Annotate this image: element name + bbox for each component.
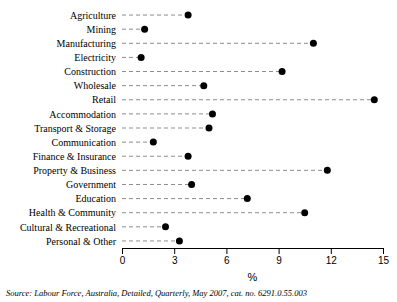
y-tick: Health & Community [29,207,116,218]
y-tick: Education [75,193,116,204]
y-axis: Agriculture Mining Manufacturing Electricit… [20,10,117,247]
dot [301,209,308,216]
category-label: Transport & Storage [34,123,116,134]
stem [122,198,247,199]
dot [138,54,145,61]
y-tick: Electricity [74,52,116,63]
stem [122,85,204,86]
stem [122,99,374,100]
x-tick-mark [122,248,123,254]
x-tick: 9 [276,248,282,266]
x-tick-mark [279,248,280,254]
dot [150,139,157,146]
category-label: Retail [92,94,116,105]
x-tick-label: 6 [224,255,230,266]
x-tick-label: 0 [120,255,126,266]
category-label: Construction [64,66,116,77]
dot [371,96,378,103]
x-tick: 0 [120,248,126,266]
dot [141,26,148,33]
category-label: Property & Business [33,165,116,176]
x-tick-label: 3 [172,255,178,266]
category-label: Personal & Other [46,236,117,247]
dot [244,195,251,202]
y-tick: Agriculture [70,10,117,21]
x-tick-label: 15 [378,255,390,266]
y-tick: Personal & Other [46,236,117,247]
category-label: Cultural & Recreational [20,222,116,233]
stem [122,212,305,213]
category-label: Wholesale [74,80,117,91]
marks [122,12,378,245]
stem [122,184,192,185]
x-tick-mark [383,248,384,254]
stem [122,113,212,114]
dot [279,68,286,75]
category-label: Communication [52,137,116,148]
x-axis: 0 3 6 9 12 15 [120,248,390,266]
dot [162,223,169,230]
category-label: Health & Community [29,207,116,218]
dot [310,40,317,47]
x-tick: 12 [326,248,338,266]
stem [122,226,166,227]
y-tick: Finance & Insurance [33,151,117,162]
stem [122,15,188,16]
category-label: Mining [87,24,116,35]
x-tick: 15 [378,248,390,266]
x-tick-mark [174,248,175,254]
stem [122,142,153,143]
plot: 0 3 6 9 12 15 Agriculture Mining Manufacturing El… [20,10,390,266]
x-tick-mark [226,248,227,254]
y-tick: Construction [64,66,116,77]
dot [209,110,216,117]
dot [324,167,331,174]
y-tick: Property & Business [33,165,116,176]
x-tick-label: 12 [326,255,338,266]
x-tick-label: 9 [276,255,282,266]
category-label: Agriculture [70,10,117,21]
y-tick: Communication [52,137,116,148]
y-tick: Wholesale [74,80,117,91]
category-label: Accommodation [49,109,116,120]
y-tick: Manufacturing [57,38,116,49]
category-label: Electricity [74,52,116,63]
stem [122,71,282,72]
x-tick-mark [331,248,332,254]
category-label: Education [75,193,116,204]
category-label: Finance & Insurance [33,151,117,162]
y-tick: Retail [92,94,116,105]
stem [122,43,313,44]
stem [122,240,179,241]
category-label: Government [66,179,116,190]
y-tick: Government [66,179,116,190]
category-label: Manufacturing [57,38,116,49]
x-axis-title: % [248,271,258,283]
dot [188,181,195,188]
y-tick: Mining [87,24,116,35]
dot [206,125,213,132]
dot [185,153,192,160]
y-tick: Transport & Storage [34,123,116,134]
x-tick: 3 [172,248,178,266]
dot [185,12,192,19]
x-tick: 6 [224,248,230,266]
stem [122,128,209,129]
chart: 0 3 6 9 12 15 Agriculture Mining Manufacturing El… [0,0,397,302]
y-tick: Accommodation [49,109,116,120]
x-axis-line [123,249,384,255]
dot [176,237,183,244]
stem [122,156,188,157]
stem [122,170,327,171]
y-tick: Cultural & Recreational [20,222,116,233]
source-note: Source: Labour Force, Australia, Detaile… [6,288,307,298]
dot [200,82,207,89]
